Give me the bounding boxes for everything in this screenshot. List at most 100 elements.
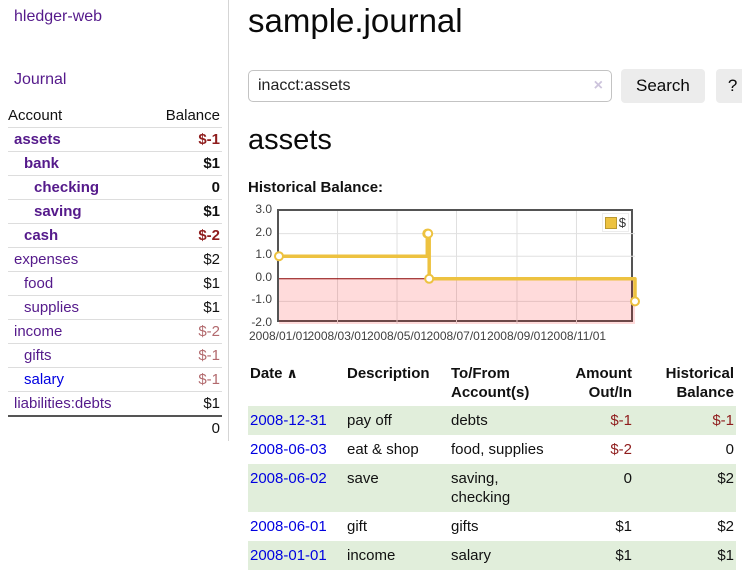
x-tick-label: 2008/01/01 bbox=[248, 329, 310, 343]
account-row: checking 0 bbox=[8, 175, 222, 200]
account-link-supplies[interactable]: supplies bbox=[24, 299, 80, 316]
help-button[interactable]: ? bbox=[715, 69, 742, 103]
register-row: 2008-06-02 save saving, checking 0 $2 bbox=[248, 464, 736, 512]
transaction-description: income bbox=[347, 547, 396, 564]
x-tick-label: 2008/07/01 bbox=[426, 329, 487, 343]
account-link-assets[interactable]: assets bbox=[14, 131, 61, 148]
account-balance: $1 bbox=[146, 391, 222, 416]
x-tick-label: 2008/11/01 bbox=[546, 329, 607, 343]
x-tick-label: 2008/05/01 bbox=[366, 329, 428, 343]
date-column-header[interactable]: Date ∧ bbox=[250, 365, 298, 382]
y-tick-label: 2.0 bbox=[255, 224, 272, 239]
transaction-balance: $-1 bbox=[712, 412, 734, 429]
clear-search-icon[interactable]: × bbox=[593, 77, 603, 94]
y-tick-label: -1.0 bbox=[251, 292, 272, 307]
account-balance: $-2 bbox=[146, 319, 222, 344]
account-row: assets $-1 bbox=[8, 127, 222, 152]
transaction-accounts: debts bbox=[451, 412, 488, 429]
account-row: income $-2 bbox=[8, 319, 222, 344]
sort-asc-icon: ∧ bbox=[286, 365, 298, 381]
plot-area: $ bbox=[274, 209, 640, 324]
series-label: $ bbox=[618, 215, 626, 230]
page-title: sample.journal bbox=[248, 2, 463, 39]
register-row: 2008-06-03 eat & shop food, supplies $-2… bbox=[248, 435, 736, 464]
transaction-description: eat & shop bbox=[347, 441, 419, 458]
search-button[interactable]: Search bbox=[621, 69, 705, 103]
account-link-salary[interactable]: salary bbox=[24, 371, 65, 388]
register-row: 2008-12-31 pay off debts $-1 $-1 bbox=[248, 406, 736, 435]
accounts-total-balance: 0 bbox=[146, 415, 222, 440]
account-link-saving[interactable]: saving bbox=[34, 203, 82, 220]
account-link-bank[interactable]: bank bbox=[24, 155, 60, 172]
account-balance: $2 bbox=[146, 247, 222, 272]
transaction-date-link[interactable]: 2008-06-03 bbox=[250, 441, 327, 458]
account-link-cash[interactable]: cash bbox=[24, 227, 59, 244]
account-balance: $1 bbox=[146, 151, 222, 176]
account-row: cash $-2 bbox=[8, 223, 222, 248]
account-column-header: Account bbox=[8, 107, 63, 124]
balance-column-header: Balance bbox=[165, 107, 220, 124]
account-balance: $1 bbox=[146, 295, 222, 320]
chart-title: Historical Balance: bbox=[248, 179, 384, 196]
account-link-checking[interactable]: checking bbox=[34, 179, 100, 196]
transaction-date-link[interactable]: 2008-06-02 bbox=[250, 470, 327, 487]
transaction-accounts: saving, checking bbox=[451, 470, 511, 506]
y-tick-label: 1.0 bbox=[255, 247, 272, 262]
transaction-description: pay off bbox=[347, 412, 392, 429]
register-row: 2008-01-01 income salary $1 $1 bbox=[248, 541, 736, 570]
account-balance: $1 bbox=[146, 199, 222, 224]
account-link-food[interactable]: food bbox=[24, 275, 54, 292]
account-balance: $-2 bbox=[146, 223, 222, 248]
historical-balance-chart: 3.0 2.0 1.0 0.0 -1.0 -2.0 $ 2008/01/01 2008/03… bbox=[248, 202, 668, 347]
search-input[interactable] bbox=[248, 70, 612, 102]
transaction-balance: $2 bbox=[717, 518, 734, 535]
transaction-amount: 0 bbox=[623, 470, 632, 487]
transaction-accounts: food, supplies bbox=[451, 441, 544, 458]
register-table: Date ∧ Description To/From Account(s) Amo… bbox=[248, 360, 736, 570]
transaction-amount: $1 bbox=[615, 518, 632, 535]
balance-column-header: Historical Balance bbox=[665, 365, 734, 401]
transaction-description: gift bbox=[347, 518, 368, 535]
account-link-liabilities-debts[interactable]: liabilities:debts bbox=[14, 395, 112, 412]
transaction-date-link[interactable]: 2008-12-31 bbox=[250, 412, 327, 429]
transaction-accounts: salary bbox=[451, 547, 492, 564]
account-row: supplies $1 bbox=[8, 295, 222, 320]
account-row: bank $1 bbox=[8, 151, 222, 176]
chart-canvas bbox=[274, 211, 640, 324]
transaction-description: save bbox=[347, 470, 379, 487]
account-link-income[interactable]: income bbox=[14, 323, 63, 340]
accounts-header-row: Account Balance bbox=[8, 104, 222, 128]
amount-column-header: Amount Out/In bbox=[575, 365, 632, 401]
y-tick-label: 3.0 bbox=[255, 202, 272, 216]
accounts-total-row: 0 bbox=[8, 415, 222, 440]
account-heading: assets bbox=[248, 124, 332, 156]
transaction-amount: $-2 bbox=[610, 441, 632, 458]
y-tick-label: -2.0 bbox=[251, 315, 272, 329]
transaction-amount: $1 bbox=[615, 547, 632, 564]
account-balance: $-1 bbox=[146, 127, 222, 152]
account-balance: 0 bbox=[146, 175, 222, 200]
transaction-date-link[interactable]: 2008-01-01 bbox=[250, 547, 327, 564]
account-link-expenses[interactable]: expenses bbox=[14, 251, 79, 268]
account-row: food $1 bbox=[8, 271, 222, 296]
account-balance: $1 bbox=[146, 271, 222, 296]
account-row: expenses $2 bbox=[8, 247, 222, 272]
transaction-balance: $1 bbox=[717, 547, 734, 564]
accounts-table: Account Balance assets $-1 bank $1 check… bbox=[8, 104, 222, 440]
transaction-date-link[interactable]: 2008-06-01 bbox=[250, 518, 327, 535]
account-balance: $-1 bbox=[146, 367, 222, 392]
account-link-gifts[interactable]: gifts bbox=[24, 347, 52, 364]
sidebar-item-journal[interactable]: Journal bbox=[14, 71, 67, 88]
y-tick-label: 0.0 bbox=[255, 269, 272, 284]
transaction-balance: 0 bbox=[725, 441, 734, 458]
description-column-header: Description bbox=[347, 365, 430, 382]
register-header-row: Date ∧ Description To/From Account(s) Amo… bbox=[248, 360, 736, 406]
chart-legend: $ bbox=[601, 213, 629, 232]
transaction-balance: $2 bbox=[717, 470, 734, 487]
sidebar: hledger-web Journal Account Balance asse… bbox=[0, 0, 229, 441]
brand-link[interactable]: hledger-web bbox=[14, 8, 103, 25]
account-balance: $-1 bbox=[146, 343, 222, 368]
series-swatch-icon bbox=[604, 216, 617, 229]
accounts-column-header: To/From Account(s) bbox=[451, 365, 530, 401]
